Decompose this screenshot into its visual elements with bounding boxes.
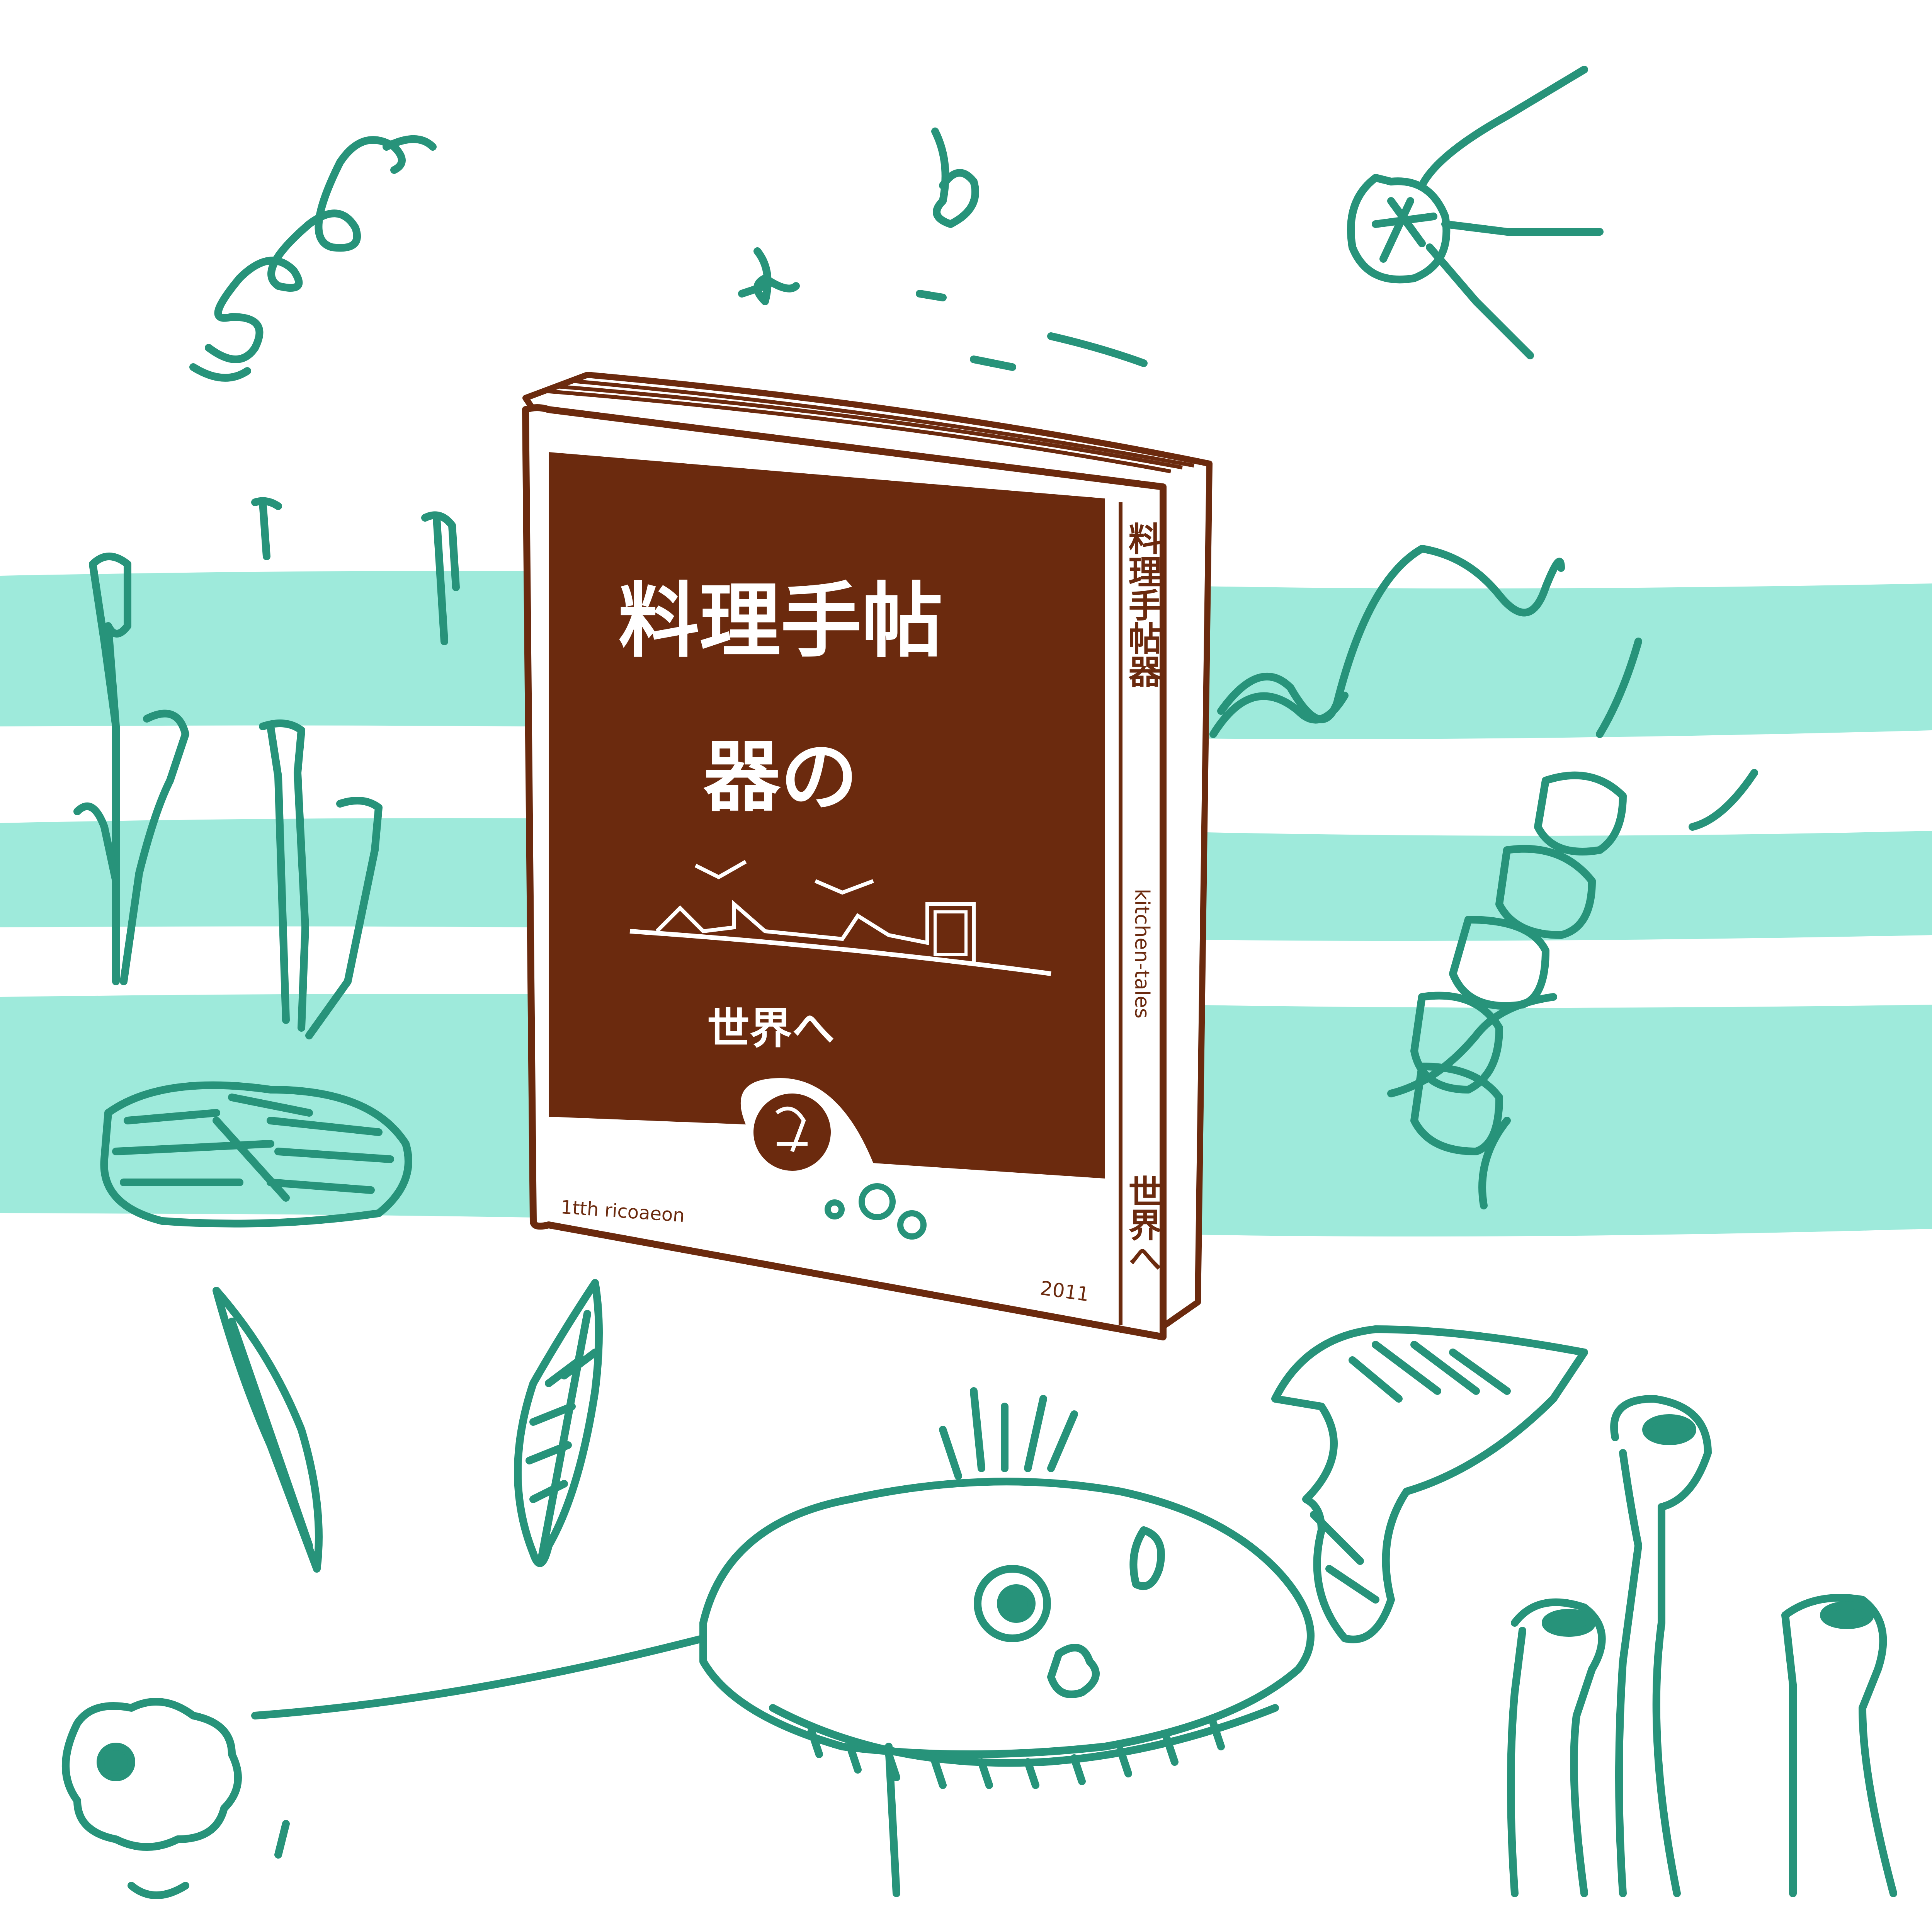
skewer-piece-4 (1410, 992, 1503, 1094)
skewer-piece-3 (1449, 916, 1549, 1010)
pepper-hole-2 (1542, 1609, 1596, 1637)
fish-eye-pupil (997, 1584, 1036, 1623)
fish-stand (885, 1743, 900, 1897)
dash-mark-2 (970, 355, 1016, 371)
sushi-roll-icon (100, 1081, 412, 1228)
lemon-slice-segments (1372, 197, 1437, 263)
flower-arc (128, 1820, 290, 1899)
leaf-icon-2 (514, 1279, 603, 1567)
tulip-stem-icon (89, 553, 131, 985)
lemon-drink-icon (1418, 66, 1604, 359)
pepper-icon-3 (1781, 1594, 1897, 1897)
cover-town-line (629, 929, 1051, 976)
flower-icon (62, 1698, 242, 1851)
noodle-squiggle-icon (205, 136, 406, 363)
dash-mark (916, 290, 947, 301)
wave-line-outline (1209, 692, 1349, 738)
pepper-icon (1610, 1395, 1712, 1897)
lemon-slice-icon (1347, 174, 1451, 284)
tulip-stem-icon-3 (259, 719, 309, 1032)
cover-title-line2: 器の (703, 732, 858, 822)
publisher-emblem-icon (753, 1094, 831, 1171)
fish-gill-icon (1129, 1526, 1165, 1590)
skewer-icon (1387, 638, 1758, 1209)
doodles (62, 66, 1897, 1899)
spine-subtitle: kitchen-tales (1130, 889, 1153, 1019)
sprout-icon-2 (421, 511, 460, 645)
fish-eye-icon (974, 1565, 1051, 1642)
pepper-icon-2 (1507, 1598, 1606, 1897)
cover-town-buildings (655, 900, 976, 966)
fish-nose-icon (1047, 1644, 1100, 1698)
decorative-circles-icon (825, 1183, 927, 1240)
book-cover-panel (549, 452, 1105, 1179)
cover-birds (694, 860, 874, 895)
skewer-piece-5 (1410, 1063, 1503, 1155)
publisher-emblem-mark (776, 1106, 808, 1152)
spine-title: 料理手帖器 (1122, 522, 1162, 688)
cover-building-windows (934, 910, 968, 956)
bird-sketch-icon (931, 128, 979, 228)
wave-line-icon (1217, 545, 1565, 723)
book: 料理手帖 器の 世界へ 1tth ricoaeon 2011 料理手帖器 kit… (522, 372, 1213, 1340)
dash-mark-3 (1047, 332, 1148, 367)
fish-fin-lines (1310, 1341, 1511, 1604)
tulip-stem-icon-4 (305, 797, 383, 1039)
bird-sketch-icon-2 (738, 247, 800, 305)
pepper-hole-3 (1820, 1601, 1874, 1629)
pepper-hole (1642, 1414, 1696, 1445)
leaf-icon (213, 1287, 323, 1573)
noodle-squiggle-outline (189, 135, 437, 382)
book-page-lines (544, 379, 1194, 473)
tulip-stem-icon-2 (73, 709, 189, 985)
skewer-piece-1 (1534, 771, 1627, 855)
flower-center (97, 1743, 135, 1781)
fish-tail-icon (1271, 1325, 1588, 1643)
fish-dorsal-fin (939, 1387, 1078, 1480)
sushi-roll-detail (112, 1094, 394, 1202)
cover-author: 世界へ (707, 1004, 835, 1053)
cover-title-line1: 料理手帖 (618, 574, 943, 668)
sprout-icon (251, 497, 282, 560)
spine-author: 世界へ (1122, 1175, 1161, 1274)
fish-line (251, 1634, 707, 1719)
